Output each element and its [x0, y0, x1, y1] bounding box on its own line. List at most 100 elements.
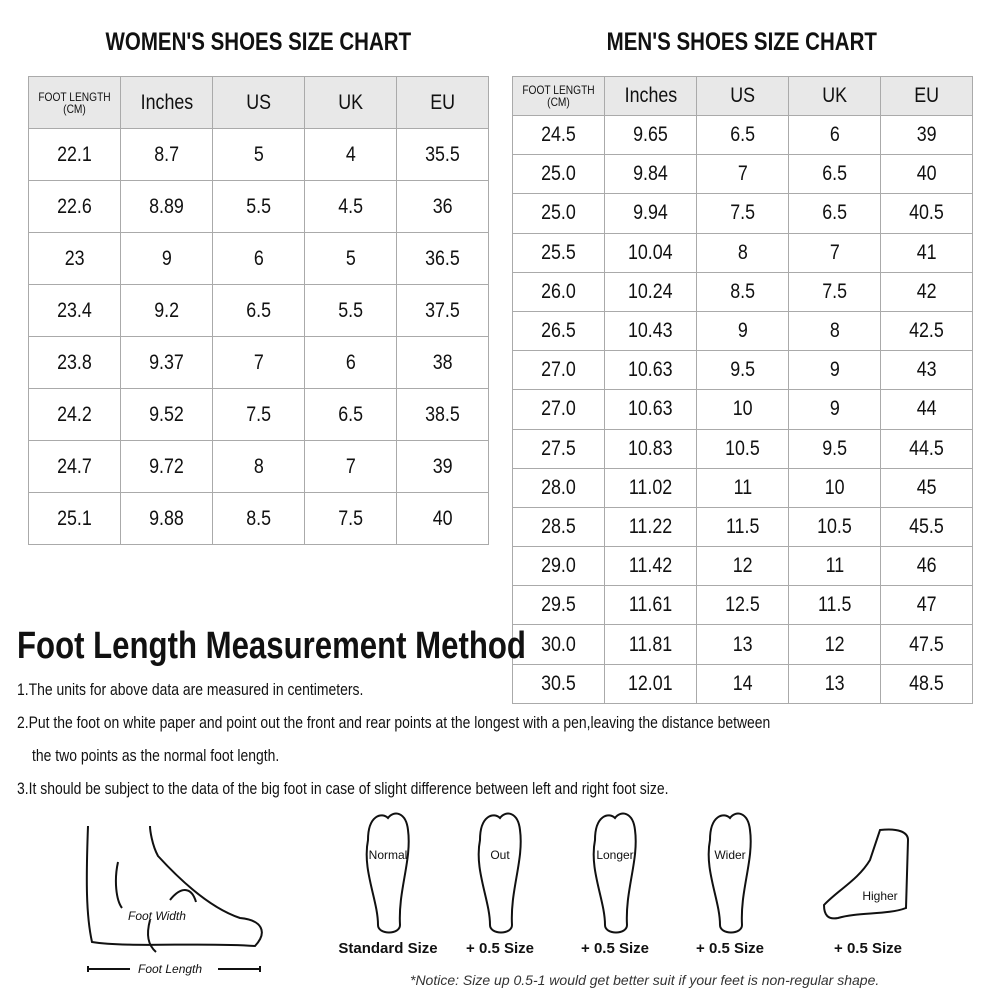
- foot-type-label: Wider: [714, 848, 745, 862]
- table-row: 22.6 8.89 5.5 4.5 36: [28, 180, 489, 233]
- table-cell: 25.0: [512, 193, 605, 234]
- table-cell: 22.1: [28, 128, 121, 181]
- table-row: 25.1 9.88 8.5 7.5 40: [28, 492, 489, 545]
- table-cell: 22.6: [28, 180, 121, 233]
- table-cell: 8: [696, 232, 789, 273]
- women-size-table: FOOT LENGTH (CM) Inches US UK EU 22.1 8.7 5 4 35.…: [28, 76, 489, 545]
- table-cell: 44.5: [880, 428, 973, 469]
- table-cell: 4.5: [304, 180, 397, 233]
- table-cell: 11.42: [604, 546, 697, 587]
- table-cell: 8: [212, 440, 305, 493]
- table-row: 23.4 9.2 6.5 5.5 37.5: [28, 284, 489, 337]
- table-cell: 9.88: [120, 492, 213, 545]
- table-cell: 9.52: [120, 388, 213, 441]
- step-2-cont: the two points as the normal foot length…: [32, 746, 280, 765]
- table-row: 24.7 9.72 8 7 39: [28, 440, 489, 493]
- table-cell: 6: [304, 336, 397, 389]
- step-2: 2.Put the foot on white paper and point …: [17, 713, 771, 732]
- notice-text: *Notice: Size up 0.5-1 would get better …: [410, 972, 880, 988]
- table-cell: 6.5: [788, 193, 881, 234]
- table-cell: 10.83: [604, 428, 697, 469]
- table-cell: 24.5: [512, 114, 605, 156]
- table-cell: 8.89: [120, 180, 213, 233]
- table-cell: 10.43: [604, 310, 697, 352]
- foot-type-label: Out: [490, 848, 510, 862]
- method-title: Foot Length Measurement Method: [17, 625, 526, 667]
- table-cell: 25.0: [512, 154, 605, 195]
- table-row: 28.0 11.02 11 10 45: [512, 467, 973, 508]
- table-row: 23.8 9.37 7 6 38: [28, 336, 489, 389]
- foot-sole-icon: [477, 812, 522, 934]
- table-row: 29.0 11.42 12 11 46: [512, 546, 973, 587]
- table-cell: 8: [788, 310, 881, 352]
- table-row: 25.0 9.84 7 6.5 40: [512, 154, 973, 195]
- table-cell: 39: [880, 114, 973, 156]
- side-foot-icon: [85, 825, 263, 972]
- table-cell: 23.8: [28, 336, 121, 389]
- foot-sole-icon: [592, 812, 637, 934]
- table-row: 26.0 10.24 8.5 7.5 42: [512, 271, 973, 312]
- table-cell: 29.5: [512, 585, 605, 626]
- column-header: FOOT LENGTH (CM): [28, 76, 121, 129]
- column-header: FOOT LENGTH (CM): [512, 76, 605, 116]
- foot-length-label: Foot Length: [138, 962, 202, 976]
- table-cell: 12.5: [696, 585, 789, 626]
- table-cell: 40.5: [880, 193, 973, 234]
- column-header: EU: [396, 76, 489, 129]
- table-cell: 9: [788, 389, 881, 430]
- table-cell: 14: [696, 663, 789, 704]
- table-row: 25.0 9.94 7.5 6.5 40.5: [512, 193, 973, 234]
- table-cell: 7.5: [304, 492, 397, 545]
- size-caption: + 0.5 Size: [466, 940, 534, 957]
- table-cell: 26.5: [512, 310, 605, 352]
- men-chart-title: MEN'S SHOES SIZE CHART: [606, 28, 878, 56]
- table-cell: 12: [696, 546, 789, 587]
- table-cell: 40: [396, 492, 489, 545]
- table-cell: 11.61: [604, 585, 697, 626]
- table-cell: 6.5: [304, 388, 397, 441]
- table-row: 26.5 10.43 9 8 42.5: [512, 310, 973, 352]
- column-header: US: [212, 76, 305, 129]
- table-cell: 9.84: [604, 154, 697, 195]
- table-cell: 45.5: [880, 506, 973, 548]
- size-caption: + 0.5 Size: [581, 940, 649, 957]
- size-caption: + 0.5 Size: [696, 940, 764, 957]
- table-cell: 10: [788, 467, 881, 508]
- step-3: 3.It should be subject to the data of th…: [17, 779, 669, 798]
- table-cell: 48.5: [880, 663, 973, 704]
- foot-type-label: Higher: [862, 889, 897, 903]
- table-cell: 13: [788, 663, 881, 704]
- table-row: 24.2 9.52 7.5 6.5 38.5: [28, 388, 489, 441]
- table-cell: 12.01: [604, 663, 697, 704]
- table-row: 27.0 10.63 9.5 9 43: [512, 350, 973, 391]
- table-cell: 38: [396, 336, 489, 389]
- step-1: 1.The units for above data are measured …: [17, 680, 364, 699]
- table-cell: 38.5: [396, 388, 489, 441]
- column-header: Inches: [604, 76, 697, 116]
- table-cell: 6.5: [696, 114, 789, 156]
- table-cell: 9: [788, 350, 881, 391]
- table-cell: 36: [396, 180, 489, 233]
- table-cell: 7.5: [212, 388, 305, 441]
- table-cell: 28.0: [512, 467, 605, 508]
- table-cell: 7.5: [696, 193, 789, 234]
- table-cell: 9.94: [604, 193, 697, 234]
- column-header: US: [696, 76, 789, 116]
- table-cell: 6: [212, 232, 305, 285]
- table-row: 23 9 6 5 36.5: [28, 232, 489, 285]
- table-cell: 10.5: [696, 428, 789, 469]
- table-cell: 23.4: [28, 284, 121, 337]
- size-caption: + 0.5 Size: [834, 940, 902, 957]
- foot-type-label: Longer: [596, 848, 633, 862]
- table-cell: 42: [880, 271, 973, 312]
- table-cell: 42.5: [880, 310, 973, 352]
- foot-type-label: Normal: [369, 848, 408, 862]
- table-cell: 35.5: [396, 128, 489, 181]
- foot-sole-icon: [707, 812, 752, 934]
- table-cell: 8.5: [212, 492, 305, 545]
- header-row: FOOT LENGTH (CM) Inches US UK EU: [28, 76, 489, 129]
- table-cell: 39: [396, 440, 489, 493]
- table-cell: 36.5: [396, 232, 489, 285]
- table-cell: 11.5: [696, 506, 789, 548]
